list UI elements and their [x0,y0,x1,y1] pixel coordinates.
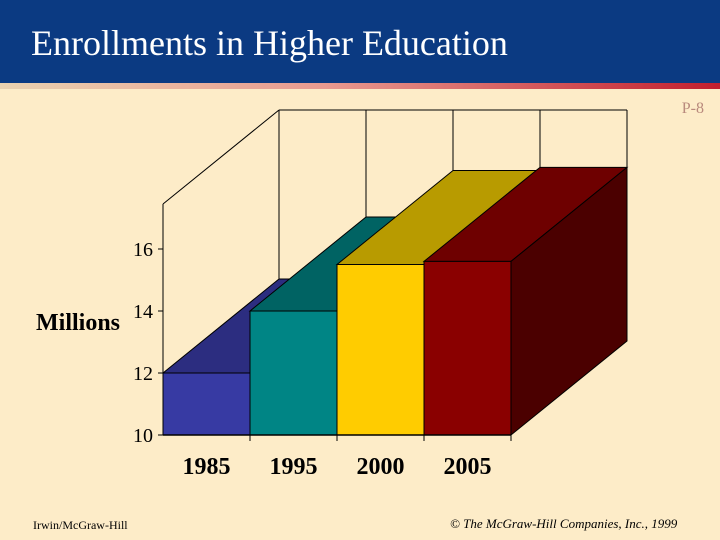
bar [249,310,338,436]
footer-publisher: Irwin/McGraw-Hill [33,518,128,532]
y-axis-label: Millions [36,310,121,336]
title-bar: Enrollments in Higher Education [0,0,720,83]
x-tick-label: 1995 [270,454,318,480]
y-tick-label: 12 [133,363,153,385]
footer-copyright: © The McGraw-Hill Companies, Inc., 1999 [450,516,678,531]
back-wall-edge [162,109,280,205]
x-tick-label: 2005 [444,454,492,480]
bar [423,260,512,436]
y-tick-label: 10 [133,425,153,447]
title-underline [0,83,720,89]
y-tick-label: 16 [133,239,153,261]
bar [162,372,251,436]
bar-side-face [510,166,628,437]
page-number: P-8 [681,100,704,117]
y-tick-label: 14 [133,301,153,323]
slide-title: Enrollments in Higher Education [31,23,508,63]
bar [336,264,425,436]
x-tick-label: 1985 [183,454,231,480]
x-tick-label: 2000 [357,454,405,480]
